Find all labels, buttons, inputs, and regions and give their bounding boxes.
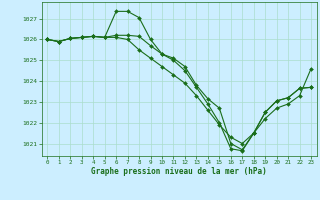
X-axis label: Graphe pression niveau de la mer (hPa): Graphe pression niveau de la mer (hPa) xyxy=(91,167,267,176)
